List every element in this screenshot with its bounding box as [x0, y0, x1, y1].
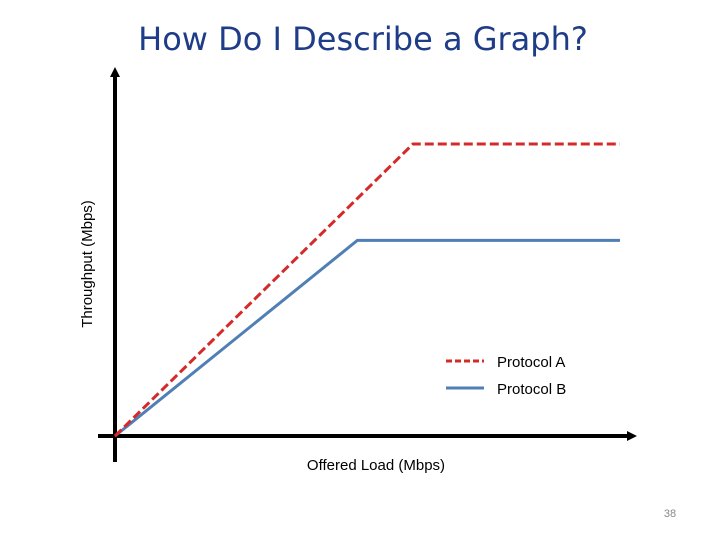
page-number: 38 — [663, 508, 677, 520]
legend-label-protocol-a: Protocol A — [497, 354, 565, 371]
y-axis-label: Throughput (Mbps) — [79, 200, 96, 328]
series-line-protocol-a — [113, 142, 620, 438]
series-group — [113, 142, 620, 438]
x-axis-label: Offered Load (Mbps) — [307, 457, 445, 474]
page-title: How Do I Describe a Graph? — [138, 20, 588, 58]
series-line-protocol-b — [114, 238, 620, 438]
legend-label-protocol-b: Protocol B — [497, 381, 566, 398]
legend: Protocol A Protocol B — [446, 354, 566, 398]
